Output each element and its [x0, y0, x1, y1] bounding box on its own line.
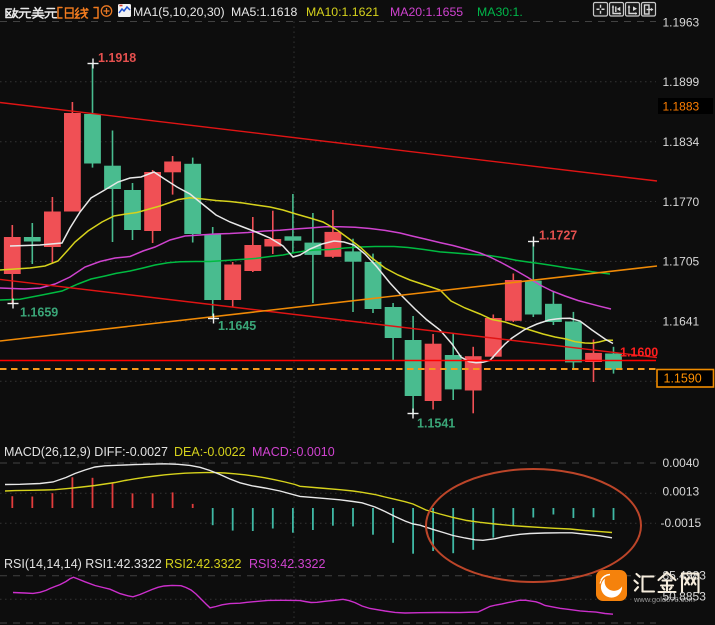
svg-text:MA5:1.1618: MA5:1.1618 — [231, 5, 297, 19]
svg-text:1.1834: 1.1834 — [663, 135, 700, 149]
svg-text:DEA:-0.0022: DEA:-0.0022 — [174, 445, 246, 459]
svg-text:1.1659: 1.1659 — [20, 306, 58, 320]
svg-text:MA30:1.: MA30:1. — [477, 5, 523, 19]
svg-text:MA10:1.1621: MA10:1.1621 — [306, 5, 379, 19]
svg-text:1.1641: 1.1641 — [663, 315, 700, 329]
svg-text:0.0013: 0.0013 — [663, 485, 700, 499]
svg-text:0.0040: 0.0040 — [663, 456, 700, 470]
svg-text:1.1899: 1.1899 — [663, 75, 700, 89]
svg-text:1.1600: 1.1600 — [620, 346, 658, 360]
svg-text:1.1541: 1.1541 — [417, 417, 455, 431]
svg-text:MA1(5,10,20,30): MA1(5,10,20,30) — [133, 5, 225, 19]
svg-text:1.1770: 1.1770 — [663, 195, 700, 209]
svg-text:RSI(14,14,14) RSI1:42.3322: RSI(14,14,14) RSI1:42.3322 — [4, 557, 162, 571]
svg-text:www.gold678.com: www.gold678.com — [633, 595, 695, 604]
svg-text:-0.0015: -0.0015 — [661, 516, 702, 530]
svg-text:1.1645: 1.1645 — [218, 319, 256, 333]
svg-text:MA20:1.1655: MA20:1.1655 — [390, 5, 463, 19]
svg-text:RSI3:42.3322: RSI3:42.3322 — [249, 557, 325, 571]
svg-text:1.1705: 1.1705 — [663, 255, 700, 269]
svg-text:50.8853: 50.8853 — [663, 590, 707, 604]
svg-text:RSI2:42.3322: RSI2:42.3322 — [165, 557, 241, 571]
svg-text:1.1918: 1.1918 — [98, 51, 136, 65]
svg-text:MACD:-0.0010: MACD:-0.0010 — [252, 445, 335, 459]
svg-text:1.1963: 1.1963 — [663, 15, 700, 29]
svg-text:1.1883: 1.1883 — [663, 100, 700, 114]
svg-text:1.1727: 1.1727 — [539, 229, 577, 243]
svg-text:MACD(26,12,9) DIFF:-0.0027: MACD(26,12,9) DIFF:-0.0027 — [4, 445, 168, 459]
svg-text:1.1590: 1.1590 — [664, 372, 702, 386]
